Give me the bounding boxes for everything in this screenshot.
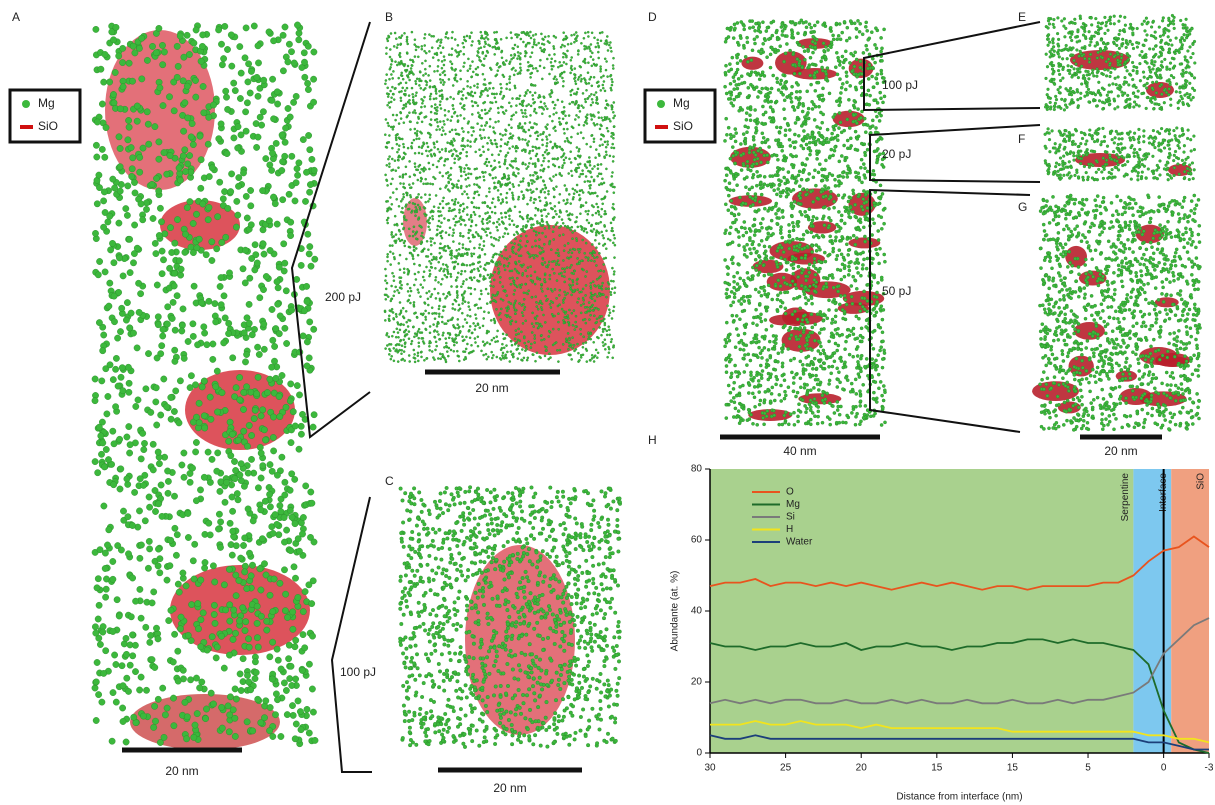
panel-label: C	[385, 474, 394, 488]
zoom-lines	[864, 22, 1040, 110]
x-tick-label: 20	[856, 763, 868, 774]
legend-label: Mg	[673, 96, 690, 110]
zoom-lines	[292, 22, 370, 437]
x-tick-label: 25	[780, 763, 792, 774]
region	[710, 469, 1133, 753]
sio-cluster	[741, 57, 763, 70]
panel-label: F	[1018, 132, 1025, 146]
energy-label: 200 pJ	[325, 290, 361, 304]
chart: SerpentineInterfaceSiO020406080302520151…	[670, 464, 1214, 803]
scale-label: 40 nm	[783, 444, 816, 458]
y-tick-label: 40	[691, 606, 703, 617]
energy-label: 50 pJ	[882, 284, 911, 298]
legend-label: H	[786, 524, 793, 535]
legend-label: Si	[786, 512, 795, 523]
mg-atoms	[384, 31, 616, 363]
legend-label: Mg	[786, 499, 800, 510]
energy-label: 20 pJ	[882, 147, 911, 161]
y-tick-label: 80	[691, 464, 703, 475]
x-tick-label: 0	[1161, 763, 1167, 774]
region-label: SiO	[1196, 473, 1207, 490]
panel-label: D	[648, 10, 657, 24]
x-tick-label: 5	[1085, 763, 1091, 774]
legend-label: SiO	[673, 119, 693, 133]
x-tick-label: 30	[704, 763, 716, 774]
y-tick-label: 60	[691, 535, 703, 546]
panel-label: E	[1018, 10, 1026, 24]
region-label: Serpentine	[1120, 473, 1131, 522]
scale-label: 20 nm	[165, 764, 198, 778]
scale-label: 20 nm	[493, 781, 526, 795]
y-tick-label: 20	[691, 677, 703, 688]
panel-label: G	[1018, 200, 1027, 214]
sio-cluster	[798, 393, 841, 404]
scale-label: 20 nm	[1104, 444, 1137, 458]
legend-swatch	[657, 100, 665, 108]
mg-atoms	[1044, 14, 1196, 111]
scale-label: 20 nm	[475, 381, 508, 395]
panel-label: A	[12, 10, 20, 24]
figure: A B C D E F G H Mg SiO Mg SiO 20 nm 20 n…	[0, 0, 1215, 805]
sio-cluster	[775, 51, 807, 74]
legend-label: Water	[786, 537, 813, 548]
energy-label: 100 pJ	[882, 78, 918, 92]
mg-atoms	[723, 19, 886, 427]
legend-label: O	[786, 487, 794, 498]
region	[1171, 469, 1209, 753]
x-axis-title: Distance from interface (nm)	[896, 792, 1022, 803]
y-axis-title: Abundante (at. %)	[670, 571, 681, 652]
x-tick-label: 15	[931, 763, 943, 774]
zoom-lines	[870, 190, 1030, 432]
x-tick-label: 15	[1007, 763, 1019, 774]
panel-label: B	[385, 10, 393, 24]
zoom-lines	[332, 497, 372, 772]
legend-label: SiO	[38, 119, 58, 133]
legend-swatch	[22, 100, 30, 108]
x-tick-label: -3	[1205, 763, 1214, 774]
legend-label: Mg	[38, 96, 55, 110]
panel-label: H	[648, 433, 657, 447]
energy-label: 100 pJ	[340, 665, 376, 679]
y-tick-label: 0	[696, 748, 702, 759]
